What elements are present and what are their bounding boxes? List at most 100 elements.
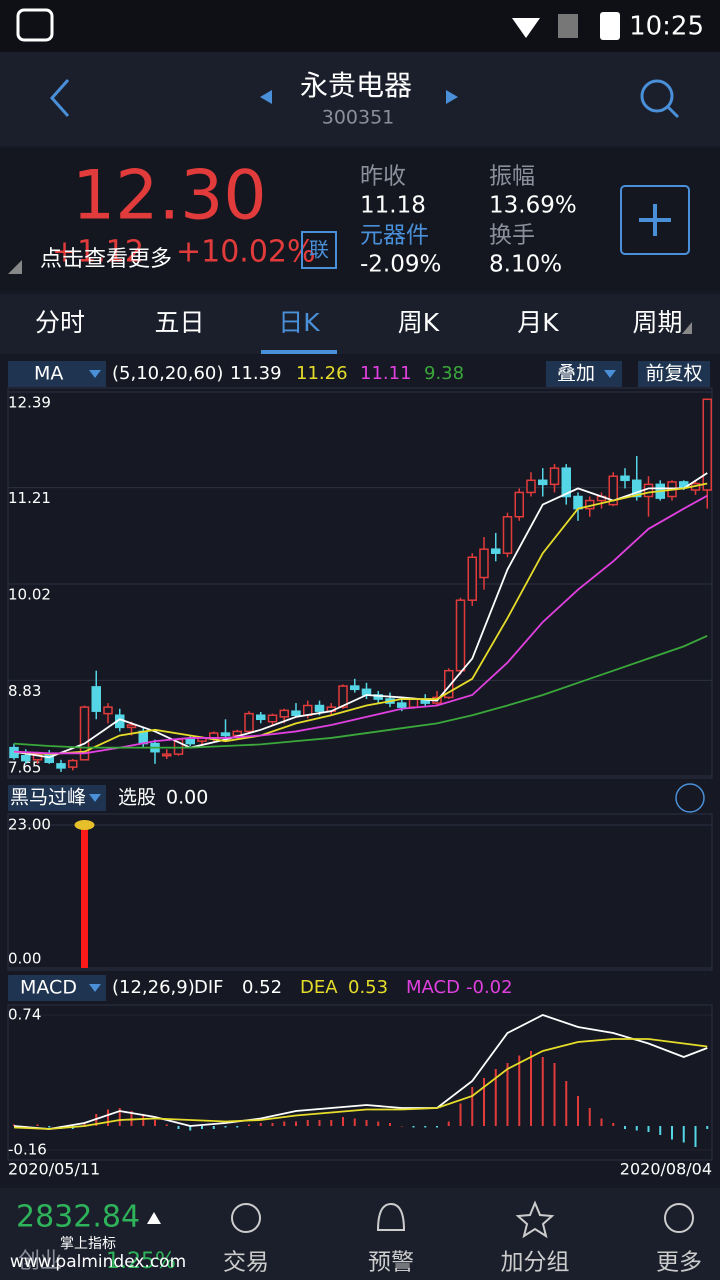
candle-body <box>79 706 90 761</box>
signal-name: 黑马过峰 <box>10 787 86 809</box>
tab[interactable]: 五日 <box>154 308 204 337</box>
prev-stock[interactable] <box>260 90 272 104</box>
add-icon <box>639 204 671 236</box>
candle-body <box>479 548 489 579</box>
expand-button[interactable] <box>675 783 705 813</box>
tag-box[interactable] <box>301 231 337 269</box>
ma-value: 9.38 <box>424 363 464 384</box>
y-tick-label: 23.00 <box>8 816 51 834</box>
overlay-label[interactable]: 叠加 <box>557 363 595 385</box>
candle-body <box>502 516 513 554</box>
candle-body <box>455 599 466 672</box>
field-label[interactable]: 元器件 <box>360 223 429 249</box>
candle-body <box>126 724 137 729</box>
date-label: 2020/08/04 <box>620 1160 712 1179</box>
nav-item[interactable]: 加分组 <box>501 1250 570 1276</box>
status-time: 10:25 <box>629 12 704 42</box>
signal-value: 0.00 <box>166 787 208 809</box>
candle-body <box>467 556 477 601</box>
dropdown <box>89 984 101 992</box>
tab[interactable]: 日K <box>278 308 320 337</box>
watermark: 掌上指标 <box>60 1236 116 1252</box>
change: +1.12 <box>52 235 144 270</box>
stock-name: 永贵电器 <box>300 69 412 102</box>
macd-select[interactable] <box>8 975 106 1001</box>
candle-body <box>444 669 454 699</box>
group-icon[interactable] <box>515 1200 555 1239</box>
candle-body <box>408 698 419 708</box>
index-arrow <box>147 1212 161 1224</box>
candle-body <box>291 710 301 716</box>
search-button[interactable] <box>640 79 674 113</box>
next-stock[interactable] <box>446 90 458 104</box>
tab[interactable]: 月K <box>517 308 559 337</box>
chart: MA (5,10,20,60) 11.39 11.26 11.11 9.38 叠加 前复权 12… <box>7 361 713 1179</box>
y-tick-label: 8.83 <box>8 682 41 700</box>
index-name: 创业 <box>18 1249 62 1274</box>
nav-item[interactable]: 更多 <box>656 1250 702 1276</box>
more-icon[interactable] <box>664 1203 694 1233</box>
signal-bar <box>81 825 88 968</box>
tabs: 分时 五日 日K 周K 月K 周期 <box>35 308 692 354</box>
wifi-icon <box>512 18 540 38</box>
date-label: 2020/05/11 <box>8 1160 100 1179</box>
candle-body <box>679 481 689 488</box>
candle-body <box>103 706 113 715</box>
nav-item[interactable]: 交易 <box>223 1250 269 1276</box>
tag[interactable]: 联 <box>309 238 329 262</box>
candle-body <box>561 467 571 498</box>
alert-icon[interactable] <box>376 1202 406 1231</box>
dropdown <box>89 794 101 802</box>
nav: 交易 预警 加分组 更多 <box>223 1250 702 1276</box>
tab[interactable]: 周期 <box>632 308 682 337</box>
field-label: 振幅 <box>489 164 535 190</box>
y-tick-label: 0.00 <box>8 950 41 968</box>
candle-body <box>314 704 325 712</box>
candle-body <box>397 702 407 708</box>
candle-body <box>68 759 78 768</box>
field-label: 换手 <box>489 223 535 249</box>
toast[interactable]: 点击查看更多 <box>40 247 172 272</box>
adjust-button[interactable] <box>638 361 710 387</box>
signal-select[interactable] <box>8 785 106 811</box>
nav-bar <box>0 52 720 146</box>
y-tick-label: 7.65 <box>8 759 41 777</box>
tab[interactable]: 分时 <box>35 308 85 337</box>
trade-icon[interactable] <box>231 1203 261 1233</box>
field-value: 8.10% <box>489 252 562 278</box>
ma-line <box>13 494 708 755</box>
field-value: -2.09% <box>360 252 441 278</box>
back-button[interactable] <box>49 79 70 117</box>
candle-body <box>138 730 148 745</box>
add-button[interactable] <box>620 185 690 255</box>
ma-line <box>13 472 708 759</box>
field-value: 11.18 <box>360 193 426 219</box>
index-value: 2832.84 <box>16 1200 140 1235</box>
field-value: 13.69% <box>489 193 577 219</box>
legend-name: DEA <box>300 977 338 998</box>
candle-body <box>538 479 548 486</box>
candle-body <box>632 479 642 498</box>
signal-icon <box>74 820 95 830</box>
indicator-name: MA <box>34 363 63 385</box>
adjust-label[interactable]: 前复权 <box>645 363 702 385</box>
tab-arrow <box>682 322 692 334</box>
index-pct: 1.25% <box>106 1249 176 1274</box>
tab[interactable]: 周K <box>398 308 440 337</box>
field-label: 昨收 <box>360 164 406 190</box>
price: 12.30 <box>72 157 267 236</box>
candle-body <box>244 712 254 733</box>
macd-line <box>13 1014 708 1130</box>
indicator-select[interactable] <box>8 361 106 387</box>
candle-body <box>514 491 524 518</box>
legend-value: 0.53 <box>348 977 388 998</box>
candle-body <box>620 475 630 482</box>
candle-body <box>91 686 101 712</box>
dropdown <box>604 370 616 378</box>
nav-item[interactable]: 预警 <box>368 1250 414 1276</box>
search-handle <box>666 105 680 119</box>
legend-value: -0.02 <box>466 977 513 998</box>
candle-body <box>526 479 536 494</box>
tab-bar <box>0 294 720 354</box>
